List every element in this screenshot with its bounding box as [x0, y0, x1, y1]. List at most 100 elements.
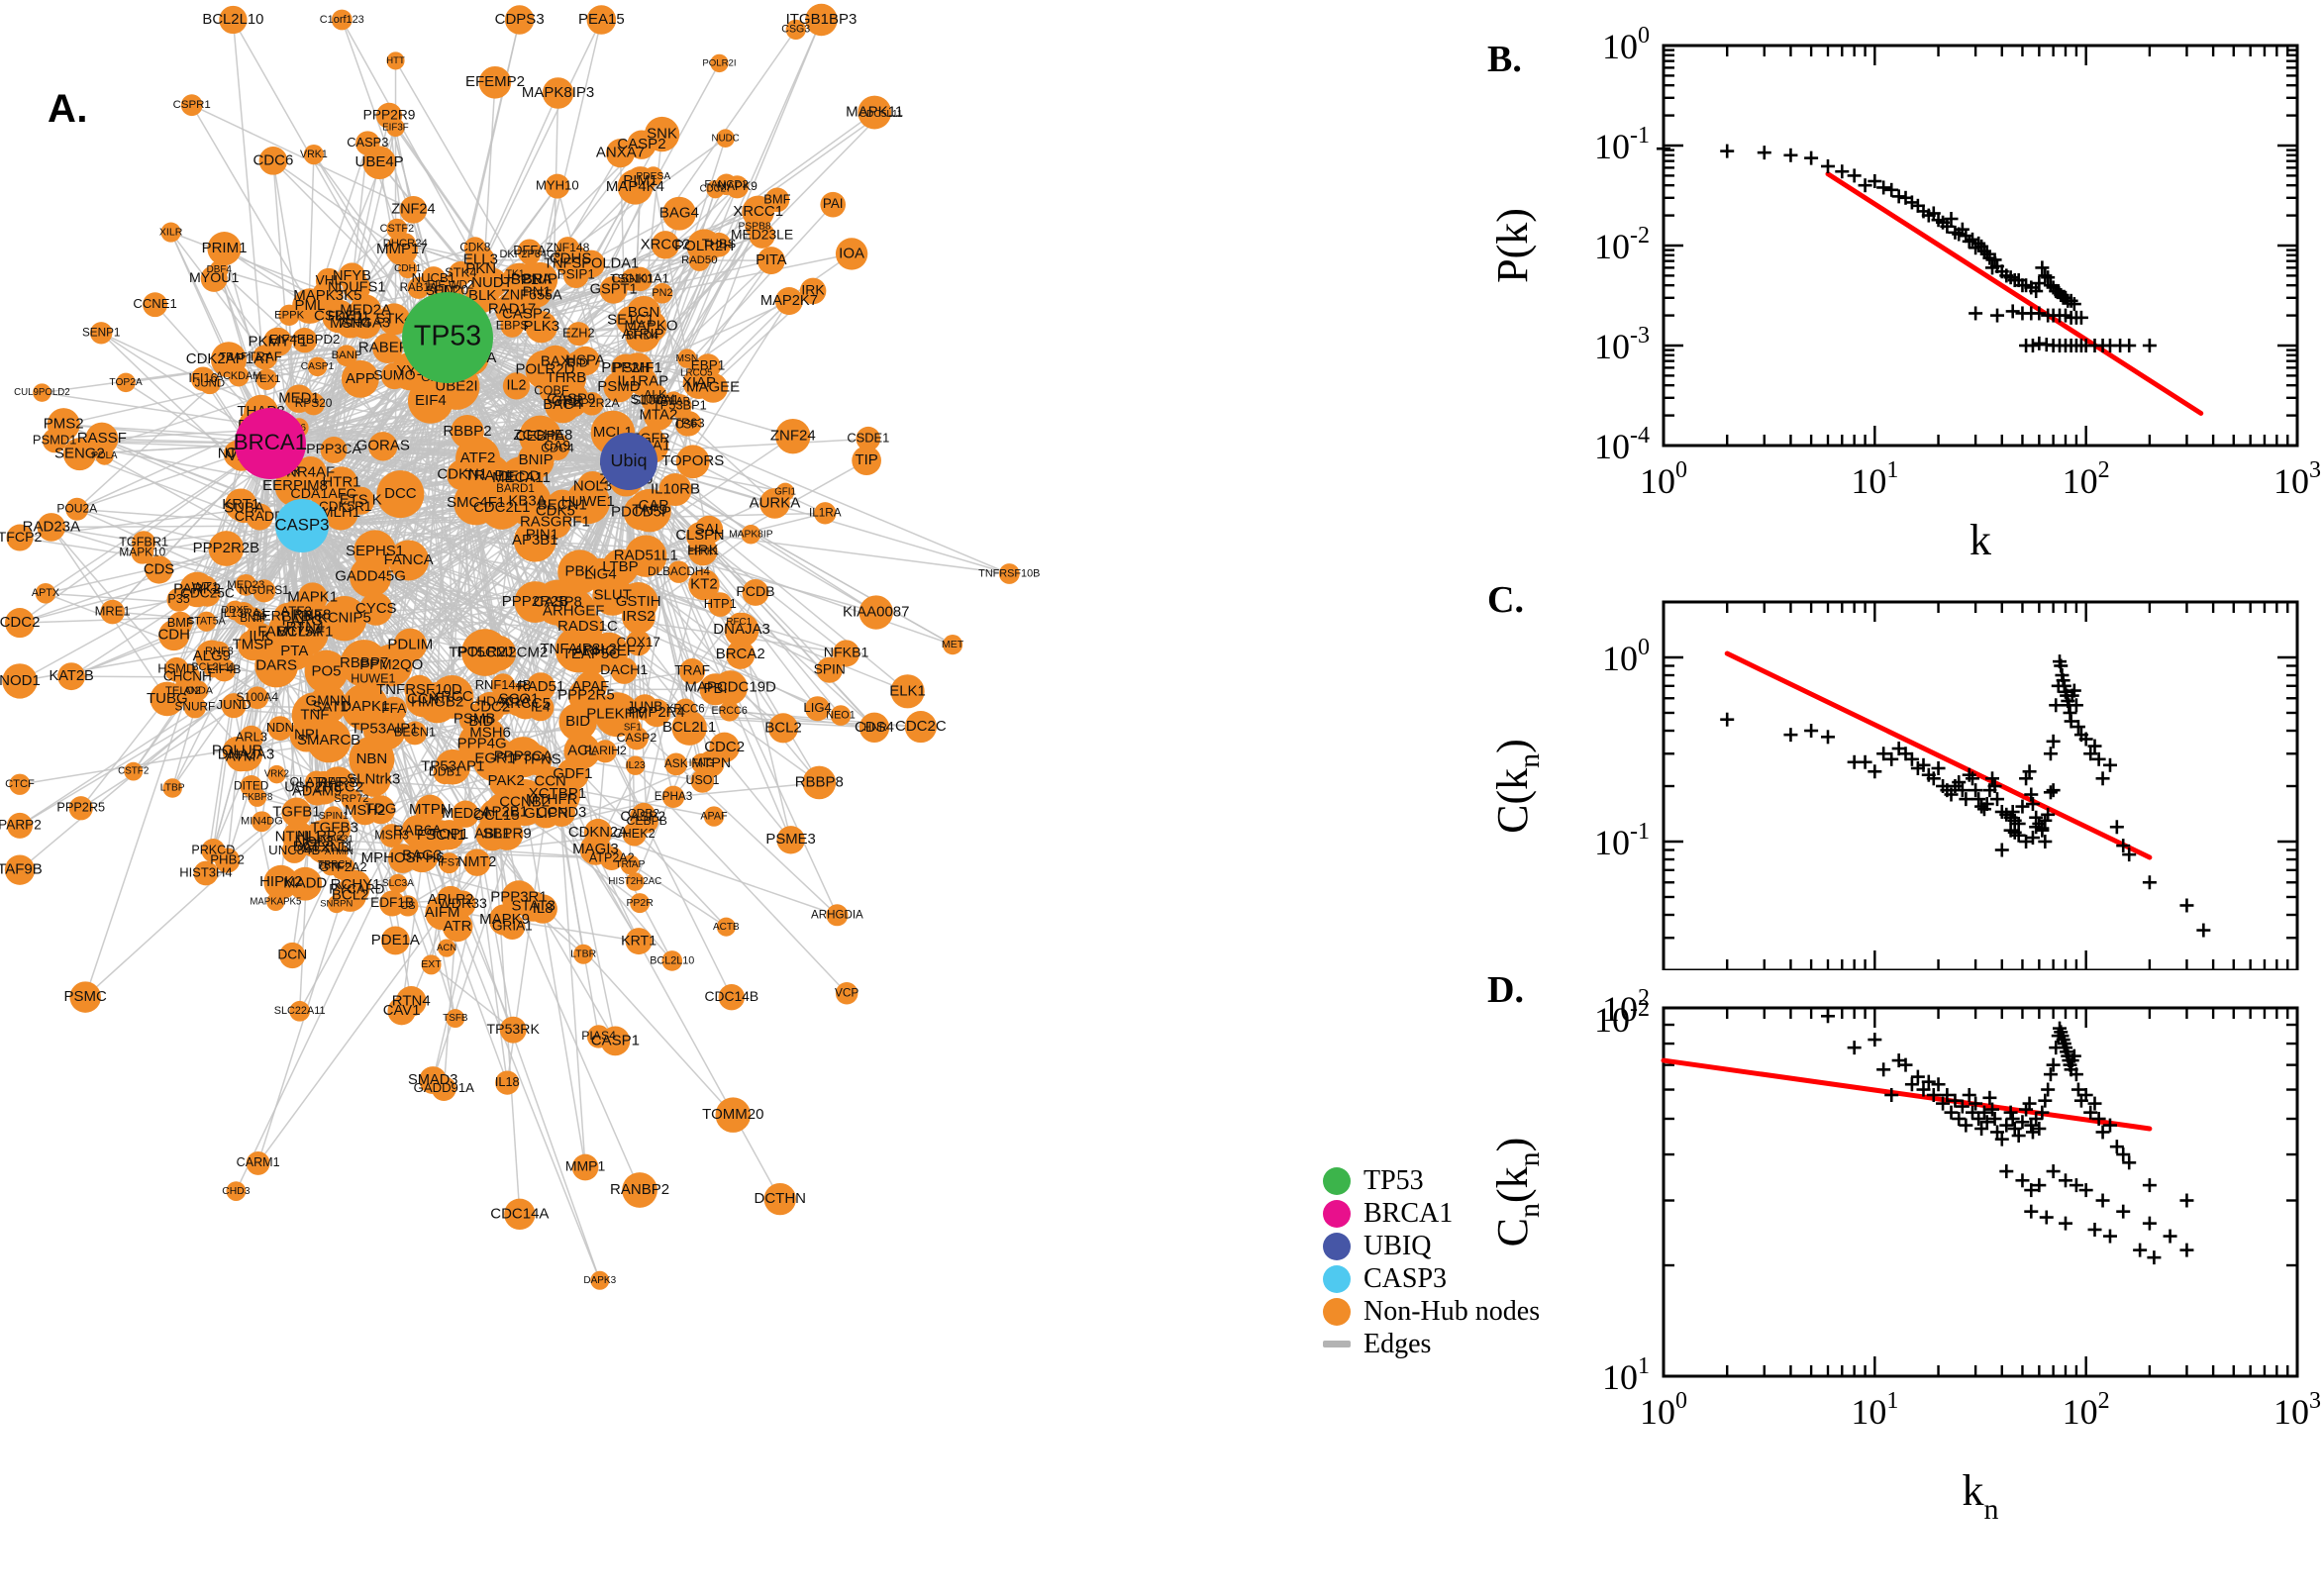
panel-d-neighbour-connectivity: D. 102 101 100 101 102 103 Cn(kn) kn 10-2	[1465, 950, 2323, 1596]
network-node	[802, 765, 837, 800]
network-node	[292, 327, 318, 353]
network-node	[661, 950, 683, 971]
network-node	[679, 658, 706, 685]
network-legend: TP53 BRCA1 UBIQ CASP3 Non-Hub nodes Edges	[1323, 1164, 1540, 1360]
network-node	[785, 19, 806, 40]
network-node	[617, 168, 654, 205]
legend-label-ubiq: UBIQ	[1364, 1230, 1432, 1261]
legend-item-casp3: CASP3	[1323, 1262, 1471, 1295]
panel-b-degree-distribution: B. 100 10-1 10-2 10-3 10-4 100 101 102 103 P(k) k	[1465, 20, 2323, 574]
network-node	[397, 895, 419, 917]
network-node	[388, 873, 408, 894]
network-node	[495, 1070, 520, 1095]
network-node	[826, 904, 849, 927]
network-node	[454, 480, 499, 526]
x-tick-label: 103	[2273, 1388, 2321, 1432]
network-node	[407, 276, 430, 299]
power-law-fit-line	[1825, 171, 2204, 416]
network-node	[419, 1066, 448, 1095]
network-node	[132, 531, 156, 555]
network-node	[246, 1150, 270, 1175]
network-node	[452, 800, 479, 828]
network-node	[430, 675, 474, 719]
network-node	[632, 802, 656, 826]
network-node	[623, 494, 659, 531]
network-node	[858, 95, 892, 130]
network-node	[320, 437, 348, 463]
hub-node-tp53	[402, 292, 493, 383]
network-node	[377, 303, 411, 336]
network-node	[525, 349, 565, 390]
network-node	[620, 854, 641, 875]
network-node	[586, 5, 617, 35]
network-node	[625, 928, 653, 955]
network-node	[162, 778, 182, 798]
network-node	[998, 563, 1020, 584]
network-node	[7, 812, 33, 839]
network-node	[835, 238, 868, 270]
network-node	[303, 144, 325, 165]
network-node	[630, 324, 655, 348]
network-node	[461, 629, 509, 676]
data-points	[1657, 142, 2157, 352]
network-node	[830, 705, 852, 726]
network-node	[435, 748, 471, 785]
network-node	[212, 658, 237, 682]
network-node	[385, 234, 418, 266]
network-node	[820, 191, 847, 218]
network-node	[535, 766, 565, 797]
axis-ticks	[1662, 44, 2299, 448]
network-node	[799, 277, 827, 305]
network-node	[347, 486, 375, 515]
network-node	[405, 839, 440, 873]
network-node	[741, 524, 761, 545]
network-node	[513, 519, 556, 562]
network-node	[341, 683, 389, 732]
network-node	[240, 774, 262, 798]
panel-c-label: C.	[1487, 579, 1524, 621]
network-node	[718, 983, 746, 1011]
network-node	[590, 1270, 610, 1290]
network-node	[599, 275, 628, 304]
network-node	[2, 663, 38, 699]
network-node	[661, 785, 685, 809]
network-node	[302, 392, 325, 416]
power-law-fit-line	[1661, 1057, 2153, 1132]
network-node	[288, 866, 323, 901]
network-node	[436, 885, 465, 915]
network-node	[168, 611, 193, 637]
y-tick-label: 10-1	[1594, 819, 1650, 862]
network-node	[856, 426, 881, 451]
network-node	[310, 683, 347, 720]
power-law-fit-line	[1724, 650, 2153, 860]
network-graph: BCL2L10 C1orf123DCTHNDAPK3ITGB1BP3PARP2NO…	[0, 3, 1040, 1290]
network-node	[379, 824, 404, 848]
network-node	[651, 231, 680, 259]
network-node	[289, 1000, 310, 1022]
network-node	[677, 349, 697, 368]
network-node	[207, 232, 242, 266]
network-node	[706, 179, 725, 199]
network-node	[226, 1181, 247, 1201]
network-node	[255, 368, 278, 390]
network-node	[258, 147, 288, 175]
network-node	[586, 1025, 611, 1048]
network-node	[664, 752, 688, 776]
network-node	[124, 761, 144, 781]
network-node	[116, 372, 136, 393]
x-tick-label: 100	[1640, 1388, 1687, 1432]
network-node	[774, 287, 803, 316]
network-node	[214, 848, 241, 873]
network-node	[336, 345, 357, 367]
plot-frame	[1662, 600, 2299, 970]
network-node	[605, 139, 636, 168]
network-node	[858, 595, 893, 630]
network-node	[626, 872, 645, 891]
network-node	[742, 579, 769, 606]
network-node	[688, 249, 711, 271]
x-tick-label: 101	[1851, 1388, 1898, 1432]
legend-label-casp3: CASP3	[1364, 1262, 1448, 1294]
legend-swatch-tp53	[1323, 1166, 1351, 1195]
network-node	[404, 674, 435, 705]
